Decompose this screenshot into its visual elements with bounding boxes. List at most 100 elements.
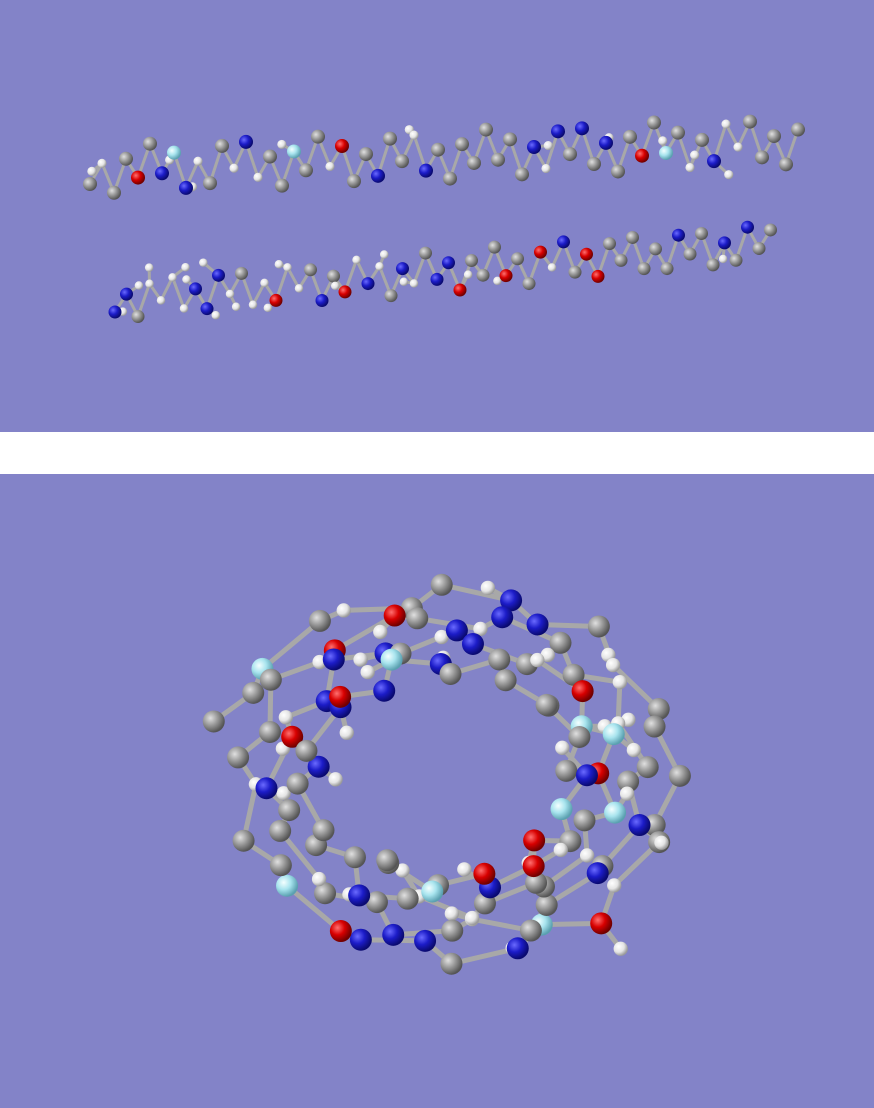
- atom: [277, 139, 287, 149]
- atom: [526, 613, 549, 636]
- atom: [294, 284, 304, 293]
- atom: [643, 715, 666, 738]
- atom: [327, 269, 340, 283]
- atom: [383, 604, 406, 627]
- atom: [755, 150, 769, 165]
- atom: [395, 154, 409, 169]
- atom: [311, 129, 325, 144]
- atom: [602, 723, 625, 746]
- atom: [647, 698, 670, 721]
- atom: [527, 140, 541, 155]
- atom: [202, 710, 225, 733]
- atom: [269, 293, 283, 307]
- atom: [721, 119, 731, 129]
- atom: [464, 910, 480, 926]
- atom: [707, 154, 721, 169]
- atom: [421, 880, 444, 903]
- atom: [660, 262, 674, 276]
- atom: [455, 137, 469, 152]
- atom: [743, 114, 757, 129]
- atom: [445, 619, 468, 642]
- atom: [329, 685, 352, 708]
- atom: [276, 874, 299, 897]
- atom: [479, 122, 493, 137]
- atom: [557, 235, 570, 249]
- atom: [568, 725, 591, 748]
- atom: [658, 136, 668, 146]
- atom: [328, 772, 343, 787]
- atom: [617, 770, 640, 793]
- atom: [155, 166, 169, 181]
- atom: [119, 151, 133, 166]
- atom: [203, 176, 217, 191]
- atom: [729, 253, 743, 267]
- atom: [488, 648, 511, 671]
- atom: [453, 283, 467, 297]
- atom: [312, 819, 335, 842]
- atom: [274, 259, 284, 269]
- atom: [685, 162, 695, 173]
- atom: [315, 294, 329, 308]
- atom: [255, 777, 278, 800]
- atom: [83, 177, 97, 191]
- atom: [361, 277, 375, 291]
- atom: [457, 862, 472, 877]
- atom: [308, 609, 331, 632]
- atom: [500, 589, 523, 612]
- atom: [278, 799, 301, 822]
- atom: [473, 621, 488, 637]
- atom: [643, 813, 666, 836]
- atom: [353, 652, 368, 667]
- bond: [159, 276, 174, 302]
- atom: [575, 121, 589, 136]
- atom: [668, 764, 691, 787]
- atom: [519, 919, 542, 942]
- atom: [635, 148, 649, 163]
- atom: [649, 242, 662, 256]
- atom: [325, 161, 335, 172]
- atom: [607, 878, 622, 893]
- atom: [281, 725, 304, 748]
- atom: [733, 142, 743, 152]
- atom: [441, 919, 464, 942]
- atom: [283, 263, 292, 272]
- atom: [525, 871, 548, 894]
- atom: [359, 147, 373, 162]
- atom: [120, 287, 133, 301]
- atom: [587, 157, 601, 172]
- atom: [493, 276, 502, 286]
- atom: [535, 693, 558, 716]
- atom: [553, 842, 568, 858]
- atom: [718, 236, 731, 250]
- atom: [549, 631, 572, 654]
- bond: [441, 582, 512, 603]
- atom: [144, 263, 154, 272]
- bond: [171, 276, 186, 310]
- atom: [373, 679, 396, 702]
- atom: [568, 265, 582, 279]
- atom: [396, 262, 409, 276]
- atom: [167, 145, 181, 160]
- bond: [285, 883, 343, 933]
- atom: [182, 275, 191, 284]
- atom: [181, 262, 190, 272]
- atom: [260, 278, 269, 288]
- atom: [179, 180, 193, 195]
- atom: [380, 648, 403, 671]
- atom: [108, 305, 122, 319]
- atom: [562, 663, 585, 686]
- atom: [695, 227, 708, 241]
- atom: [515, 167, 529, 182]
- atom: [503, 132, 517, 147]
- panel-top: [0, 0, 874, 432]
- atom: [259, 668, 282, 691]
- atom: [384, 289, 398, 303]
- atom: [131, 170, 145, 185]
- atom: [636, 756, 659, 779]
- atom: [287, 144, 301, 159]
- panel-bottom: [0, 474, 874, 1108]
- atom: [571, 680, 594, 703]
- atom: [695, 132, 709, 147]
- atom: [605, 657, 621, 673]
- atom: [603, 237, 616, 251]
